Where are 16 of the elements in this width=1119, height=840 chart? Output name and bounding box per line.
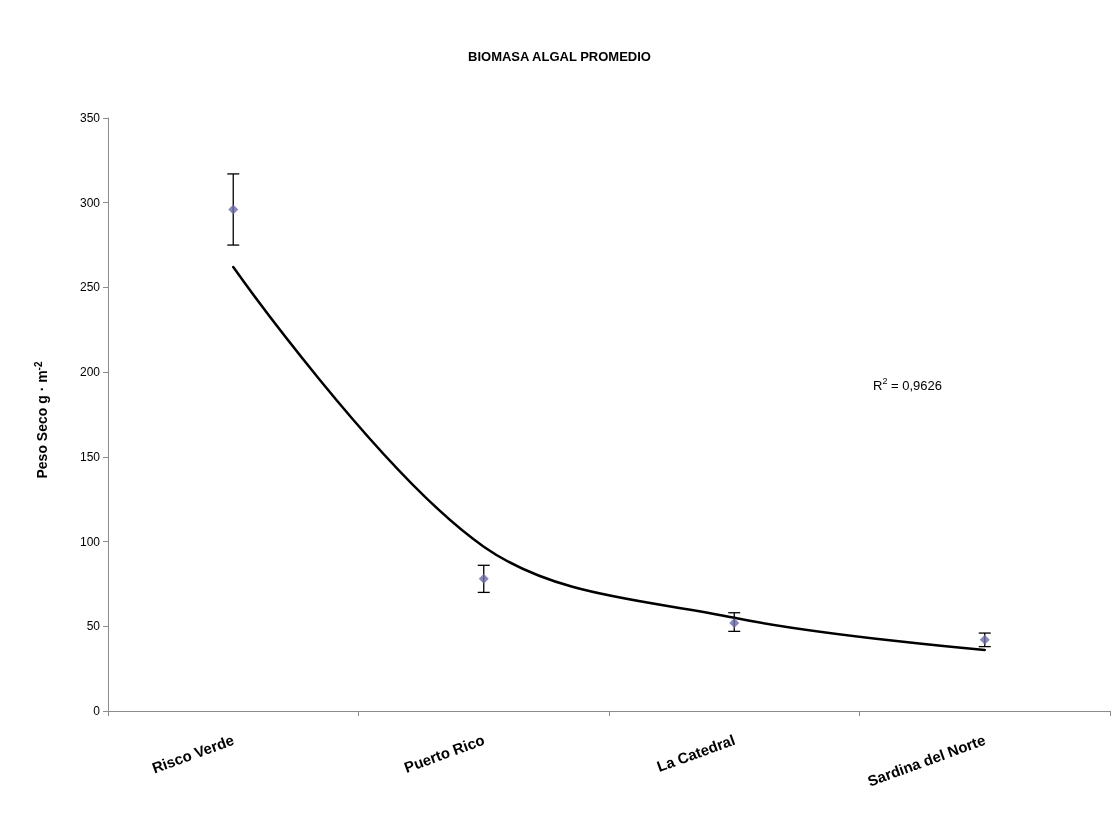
- x-tick-label: Risco Verde: [149, 731, 237, 777]
- x-tick-label: Puerto Rico: [401, 731, 487, 776]
- y-tick-label: 300: [79, 195, 101, 210]
- y-tick-label: 100: [79, 534, 101, 549]
- y-tick-label: 50: [86, 619, 101, 634]
- y-tick-label: 200: [79, 365, 101, 380]
- point: [478, 573, 489, 584]
- y-axis-title: Peso Seco g · m-2: [32, 361, 50, 479]
- chart-title: BIOMASA ALGAL PROMEDIO: [468, 49, 651, 64]
- y-tick-label: 350: [79, 111, 101, 125]
- x-tick-label: Sardina del Norte: [865, 731, 988, 790]
- point: [228, 204, 239, 215]
- y-tick-label: 250: [79, 280, 101, 295]
- y-tick-label: 0: [93, 704, 101, 718]
- y-tick-label: 150: [79, 449, 101, 464]
- point: [729, 617, 740, 628]
